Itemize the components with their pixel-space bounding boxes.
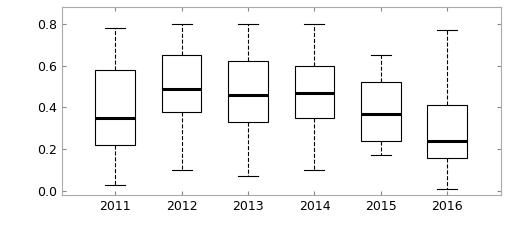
PathPatch shape bbox=[361, 82, 401, 141]
PathPatch shape bbox=[427, 105, 467, 158]
PathPatch shape bbox=[95, 70, 135, 145]
PathPatch shape bbox=[162, 55, 201, 112]
PathPatch shape bbox=[295, 66, 334, 118]
PathPatch shape bbox=[228, 61, 268, 122]
